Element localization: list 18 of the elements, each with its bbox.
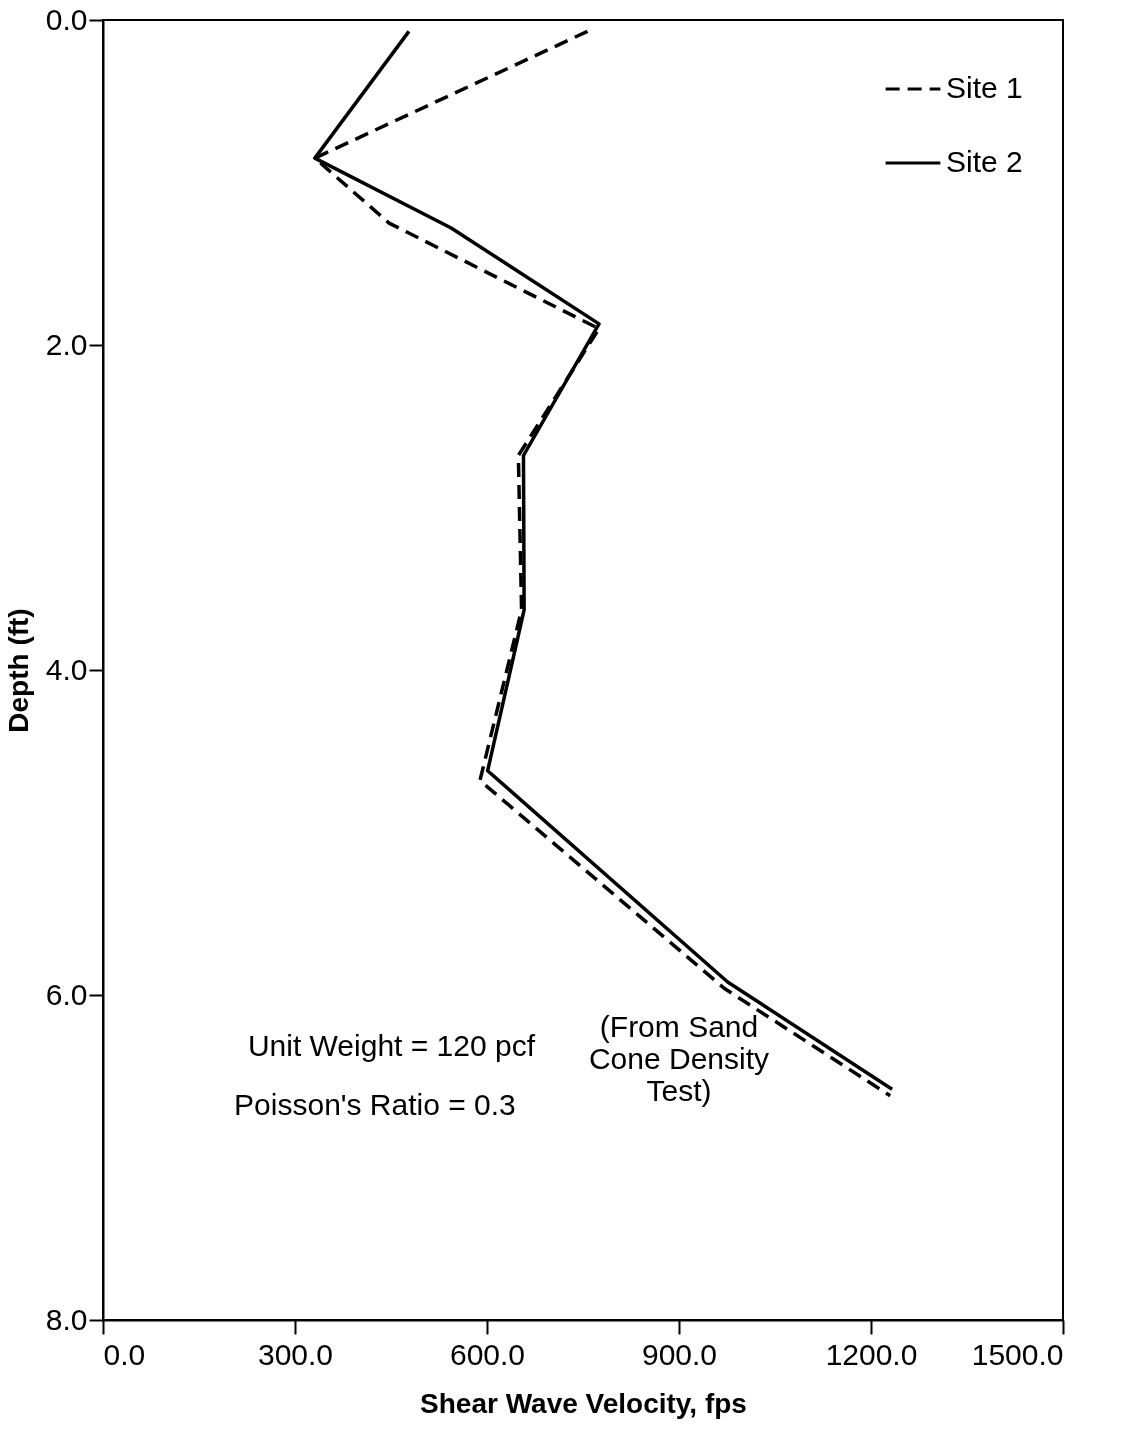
legend-label: Site 1 bbox=[946, 71, 1023, 104]
y-axis-title: Depth (ft) bbox=[2, 608, 34, 733]
legend-label: Site 2 bbox=[946, 145, 1023, 178]
y-tick-label: 0.0 bbox=[45, 2, 88, 36]
y-tick-label: 8.0 bbox=[45, 1302, 88, 1336]
x-tick-label: 1200.0 bbox=[825, 1337, 918, 1371]
x-tick-label: 0.0 bbox=[103, 1337, 146, 1371]
x-axis-title: Shear Wave Velocity, fps bbox=[420, 1387, 747, 1419]
y-tick-label: 2.0 bbox=[45, 327, 88, 361]
annotation: Poisson's Ratio = 0.3 bbox=[234, 1087, 516, 1121]
x-tick-label: 1500.0 bbox=[971, 1337, 1064, 1371]
annotation: Unit Weight = 120 pcf bbox=[247, 1029, 536, 1062]
x-tick-label: 300.0 bbox=[257, 1337, 334, 1371]
y-tick-label: 6.0 bbox=[45, 977, 88, 1011]
y-tick-label: 4.0 bbox=[45, 652, 88, 686]
x-tick-label: 900.0 bbox=[641, 1337, 718, 1371]
annotation: (From Sand Cone Density Test) bbox=[588, 1009, 770, 1107]
x-tick-label: 600.0 bbox=[449, 1337, 526, 1371]
